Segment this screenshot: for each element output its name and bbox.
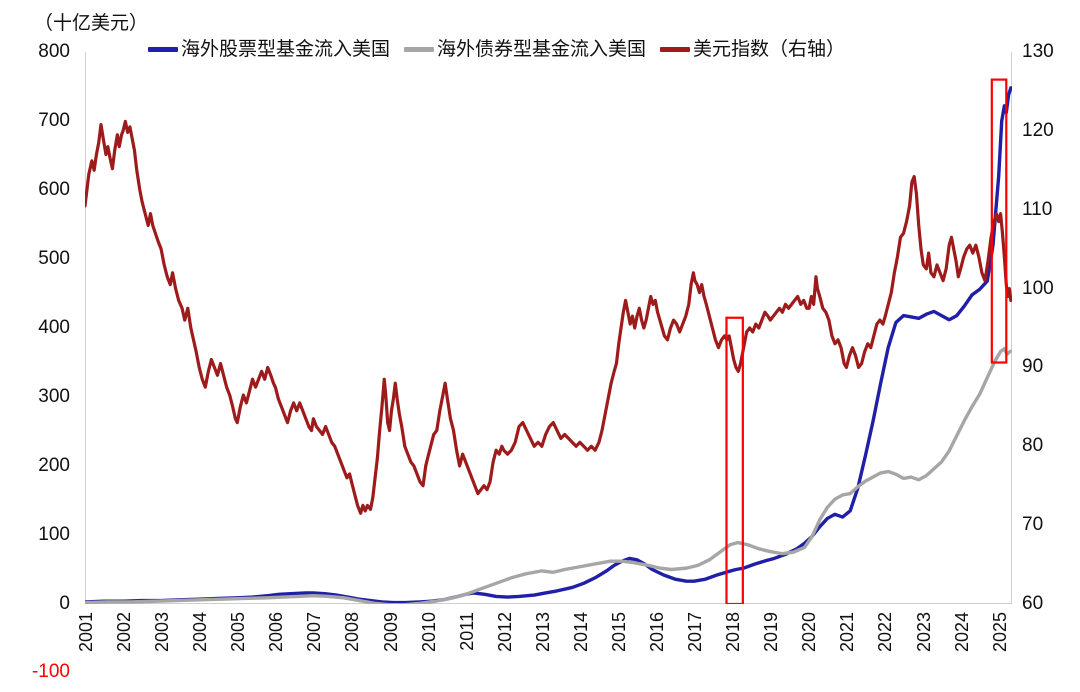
x-axis-tick: 2023: [913, 612, 934, 653]
x-axis-tick: 2017: [685, 612, 706, 653]
x-axis-tick: 2003: [152, 612, 173, 653]
y-left-tick-negative: -100: [31, 661, 70, 682]
x-axis-tick: 2005: [228, 612, 249, 653]
y-left-tick: 800: [38, 41, 70, 62]
x-axis-tick: 2024: [951, 612, 972, 653]
x-axis-tick: 2021: [837, 612, 858, 653]
legend-item-dollar-index[interactable]: 美元指数（右轴）: [660, 40, 845, 59]
y-right-tick: 90: [1022, 356, 1044, 378]
y-left-tick: 200: [38, 455, 70, 476]
x-axis-tick: 2010: [418, 612, 439, 653]
y-axis-right: 130 120 110 100 90 80 70 60: [1018, 0, 1080, 692]
y-left-tick: 0: [59, 593, 70, 614]
chart-legend: 海外股票型基金流入美国 海外债券型基金流入美国 美元指数（右轴）: [148, 40, 845, 59]
highlight-2025: [990, 78, 1008, 364]
x-axis-tick: 2006: [266, 612, 287, 653]
x-axis-tick: 2002: [114, 612, 135, 653]
x-axis-tick: 2020: [799, 612, 820, 653]
y-right-tick: 70: [1022, 514, 1044, 536]
x-axis-tick: 2007: [304, 612, 325, 653]
y-axis-unit-label: （十亿美元）: [34, 13, 149, 34]
x-axis-tick: 2013: [532, 612, 553, 653]
y-left-tick: 100: [38, 524, 70, 545]
x-axis-tick: 2015: [608, 612, 629, 653]
y-right-tick: 80: [1022, 435, 1044, 457]
legend-swatch-dollar-index: [660, 47, 691, 52]
x-axis-tick: 2019: [761, 612, 782, 653]
x-axis-tick: 2025: [989, 612, 1010, 653]
y-left-tick: 700: [38, 110, 70, 131]
x-axis-tick: 2009: [380, 612, 401, 653]
legend-label-dollar-index: 美元指数（右轴）: [693, 39, 846, 60]
x-axis-tick: 2008: [342, 612, 363, 653]
highlight-2018: [725, 316, 744, 604]
y-left-tick: 600: [38, 179, 70, 200]
x-axis-tick: 2012: [494, 612, 515, 653]
series-line: [85, 347, 1012, 604]
series-line: [85, 119, 1012, 515]
y-axis-left: 800 700 600 500 400 300 200 100 0 -100: [0, 0, 78, 692]
x-axis-tick: 2011: [456, 612, 477, 651]
legend-item-equity[interactable]: 海外股票型基金流入美国: [148, 40, 390, 59]
legend-swatch-bond: [404, 47, 435, 52]
y-right-tick: 110: [1022, 198, 1053, 220]
plot-area: [85, 52, 1012, 604]
legend-label-bond: 海外债券型基金流入美国: [437, 39, 647, 60]
y-left-tick: 500: [38, 248, 70, 269]
x-axis-tick: 2004: [190, 612, 211, 653]
y-right-tick: 60: [1022, 593, 1044, 614]
legend-item-bond[interactable]: 海外债券型基金流入美国: [404, 40, 646, 59]
legend-label-equity: 海外股票型基金流入美国: [181, 39, 391, 60]
chart-svg: [85, 52, 1012, 604]
x-axis-tick: 2014: [570, 612, 591, 653]
series-line: [85, 86, 1012, 604]
x-axis: 2001 2002 2003 2004 2005 2006 2007 2008 2009 2010…: [0, 604, 1080, 692]
legend-swatch-equity: [148, 47, 178, 52]
y-right-tick: 130: [1022, 41, 1054, 62]
y-left-tick: 400: [38, 317, 70, 338]
x-axis-tick: 2001: [76, 612, 96, 653]
x-axis-tick: 2022: [875, 612, 896, 653]
y-right-tick: 120: [1022, 119, 1054, 141]
x-axis-tick: 2016: [647, 612, 668, 653]
y-right-tick: 100: [1022, 277, 1054, 299]
x-axis-tick: 2018: [723, 612, 744, 653]
y-left-tick: 300: [38, 386, 70, 407]
